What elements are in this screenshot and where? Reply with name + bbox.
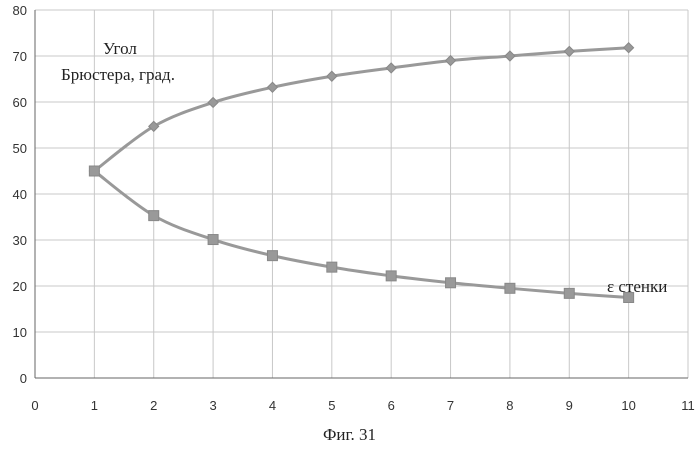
series-2-point-4 <box>267 251 277 261</box>
x-tick-label-7: 7 <box>447 398 454 413</box>
y-tick-label-30: 30 <box>13 233 27 248</box>
y-tick-label-60: 60 <box>13 95 27 110</box>
series-2-point-3 <box>208 235 218 245</box>
series-1-point-8 <box>505 51 515 61</box>
x-tick-label-10: 10 <box>621 398 635 413</box>
series-2-point-9 <box>564 288 574 298</box>
series-1-point-4 <box>267 82 277 92</box>
y-tick-label-10: 10 <box>13 325 27 340</box>
x-tick-label-5: 5 <box>328 398 335 413</box>
x-tick-label-11: 11 <box>681 398 695 413</box>
y-tick-label-0: 0 <box>20 371 27 386</box>
series-1-point-3 <box>208 97 218 107</box>
y-tick-label-50: 50 <box>13 141 27 156</box>
series-2-point-7 <box>446 278 456 288</box>
annotation-bruster: Брюстера, град. <box>61 65 175 84</box>
x-tick-label-1: 1 <box>91 398 98 413</box>
x-tick-label-6: 6 <box>388 398 395 413</box>
x-tick-label-8: 8 <box>506 398 513 413</box>
x-tick-label-9: 9 <box>566 398 573 413</box>
x-tick-labels: 0 1 2 3 4 5 6 7 8 9 10 11 <box>31 398 694 413</box>
y-tick-label-40: 40 <box>13 187 27 202</box>
x-tick-label-2: 2 <box>150 398 157 413</box>
x-tick-label-3: 3 <box>209 398 216 413</box>
y-tick-label-70: 70 <box>13 49 27 64</box>
series-2-point-6 <box>386 271 396 281</box>
series-2-point-5 <box>327 262 337 272</box>
y-tick-label-80: 80 <box>13 3 27 18</box>
series-1-point-7 <box>446 56 456 66</box>
series-1-point-5 <box>327 71 337 81</box>
annotation-ugol: Угол <box>103 39 137 58</box>
chart: 0 1 2 3 4 5 6 7 8 9 10 11 0 10 20 30 40 50 60 70 80 Угол Бр… <box>0 0 699 420</box>
y-tick-label-20: 20 <box>13 279 27 294</box>
series-2-point-1 <box>89 166 99 176</box>
annotation-eps-wall: ε стенки <box>607 277 667 296</box>
series-1-point-6 <box>386 63 396 73</box>
series-2-point-2 <box>149 211 159 221</box>
x-tick-label-0: 0 <box>31 398 38 413</box>
figure-caption: Фиг. 31 <box>0 425 699 445</box>
series-1-point-10 <box>624 43 634 53</box>
series-1-point-9 <box>564 46 574 56</box>
series-2-point-8 <box>505 283 515 293</box>
series-2-line <box>94 171 628 298</box>
x-tick-label-4: 4 <box>269 398 276 413</box>
y-tick-labels: 0 10 20 30 40 50 60 70 80 <box>13 3 27 386</box>
